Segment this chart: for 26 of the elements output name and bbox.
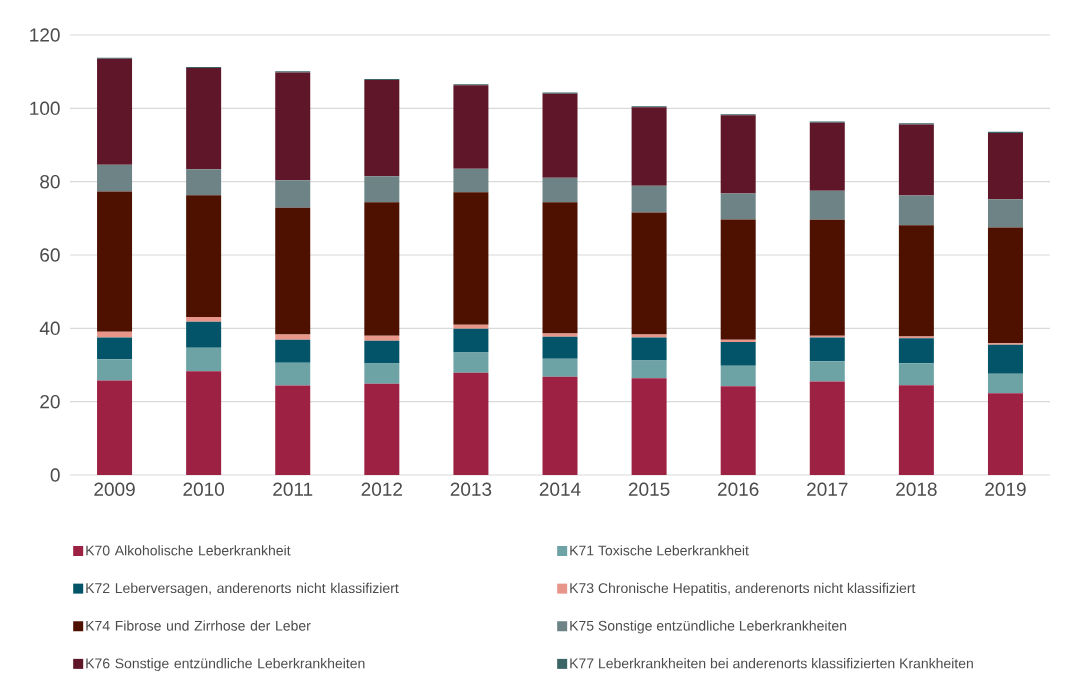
x-tick-label: 2012: [361, 482, 402, 496]
x-tick-label: 2019: [985, 482, 1026, 496]
y-tick-label: 40: [39, 321, 60, 336]
legend-label: K75 Sonstige entzündliche Leberkrankheiten: [570, 620, 847, 634]
legend-label: K76 Sonstige entzündliche Leberkrankheiten: [86, 658, 365, 672]
x-tick-label: 2015: [628, 482, 670, 496]
legend-label: K71 Toxische Leberkrankheit: [570, 545, 749, 556]
x-tick-label: 2014: [539, 482, 581, 496]
y-tick-label: 100: [30, 101, 60, 116]
x-tick-label: 2018: [896, 482, 937, 496]
y-tick-label: 0: [50, 468, 60, 482]
x-tick-label: 2009: [94, 482, 135, 496]
legend-label: K77 Leberkrankheiten bei anderenorts klassifizierten Krankheiten: [570, 658, 973, 669]
legend-label: K72 Leberversagen, anderenorts nicht klassifiziert: [86, 582, 399, 596]
legend-label: K70 Alkoholische Leberkrankheit: [86, 545, 291, 556]
y-tick-label: 120: [30, 28, 60, 42]
x-tick-label: 2011: [273, 482, 313, 496]
y-tick-label: 60: [40, 248, 60, 262]
y-tick-label: 20: [40, 394, 60, 409]
legend-label: K74 Fibrose und Zirrhose der Leber: [86, 620, 311, 631]
legend-label: K73 Chronische Hepatitis, anderenorts nicht klassifiziert: [570, 582, 916, 596]
y-tick-label: 80: [40, 174, 60, 189]
x-tick-label: 2016: [718, 482, 759, 496]
x-tick-label: 2017: [807, 482, 848, 496]
x-tick-label: 2010: [183, 482, 225, 496]
x-tick-label: 2013: [450, 482, 492, 496]
